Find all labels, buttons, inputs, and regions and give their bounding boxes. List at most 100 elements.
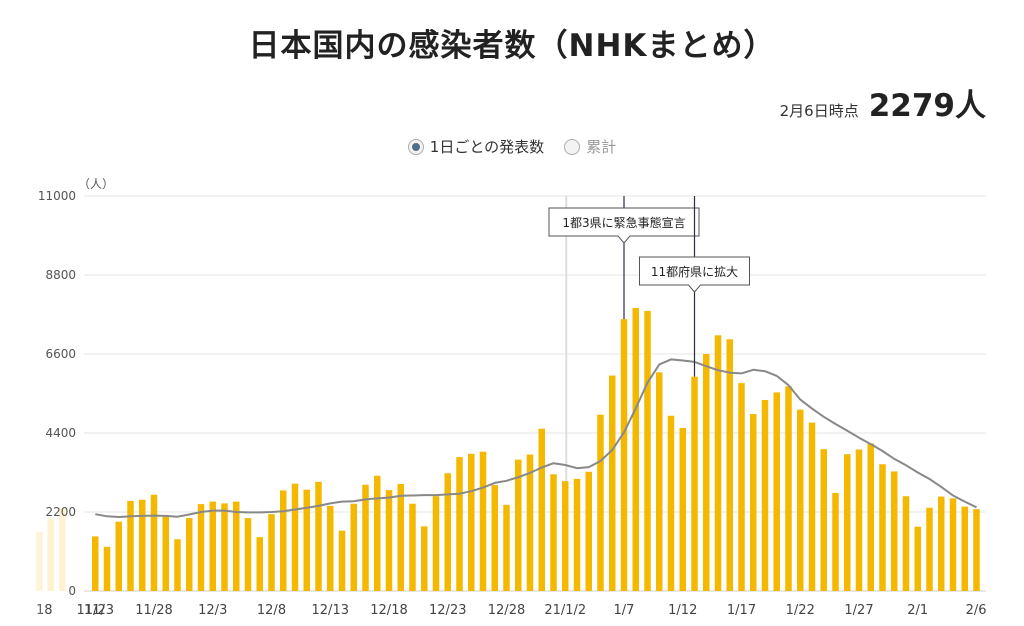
as-of-summary: 2月6日時点 2279人 (780, 80, 986, 125)
x-tick-label: 21/1/2 (544, 603, 586, 618)
bar (808, 422, 816, 591)
bar (832, 492, 839, 591)
radio-unselected-icon[interactable] (564, 138, 581, 155)
bar (667, 415, 675, 591)
bar (409, 503, 416, 591)
bar (820, 449, 827, 591)
bar (421, 526, 428, 591)
x-tick-label: 12/28 (488, 603, 525, 618)
bar (526, 454, 534, 591)
bar (350, 503, 357, 591)
left-fade-overlay (0, 176, 48, 616)
bar (914, 526, 921, 591)
bar (515, 459, 522, 591)
bar (103, 546, 111, 591)
x-tick-label: 1/7 (614, 603, 635, 618)
y-tick-label: 0 (68, 584, 76, 598)
cases-chart: 1811/11/2311/2812/312/812/1312/1812/2312… (0, 176, 987, 618)
bar (938, 496, 945, 591)
bar (550, 474, 557, 591)
bar (879, 464, 886, 591)
bar (362, 484, 369, 591)
bar (315, 481, 322, 591)
bar (773, 392, 780, 591)
y-tick-label: 6600 (45, 347, 76, 361)
annotation-box (548, 207, 700, 244)
bar (374, 475, 381, 591)
bar (491, 485, 498, 591)
daily-radio-option[interactable]: 1日ごとの発表数 (407, 136, 544, 157)
bar (174, 539, 181, 591)
bar (303, 489, 310, 591)
grid-lines (36, 195, 986, 592)
latest-count: 2279人 (868, 88, 986, 124)
y-tick-label: 11000 (38, 189, 76, 203)
bar (186, 518, 193, 591)
bar (479, 451, 487, 591)
bar (609, 375, 616, 591)
bar (268, 514, 275, 591)
bar (597, 414, 604, 591)
bar (949, 498, 957, 591)
bar (679, 427, 686, 591)
cumulative-radio-label: 累計 (586, 138, 617, 156)
bar-series (92, 308, 980, 591)
annotation-label: 1都3県に緊急事態宣言 (562, 215, 685, 230)
bar (926, 507, 933, 591)
bar (221, 503, 228, 591)
bar (726, 339, 733, 591)
x-tick-label: 12/3 (198, 603, 227, 618)
bar (867, 443, 874, 591)
annotations: 1都3県に緊急事態宣言 11都府県に拡大 (548, 196, 750, 377)
bar (338, 530, 346, 591)
bar (961, 506, 968, 591)
y-tick-label: 8800 (45, 268, 76, 282)
bar (385, 490, 393, 591)
bar (150, 494, 158, 591)
x-tick-label: 1/17 (727, 603, 756, 618)
view-toggle: 1日ごとの発表数 累計 (0, 136, 1024, 157)
bar (855, 449, 863, 591)
x-axis: 1811/11/2311/2812/312/812/1312/1812/2312… (0, 176, 987, 618)
bar (691, 376, 698, 591)
bar (197, 504, 205, 591)
x-tick-label: 2/1 (907, 603, 928, 618)
faded-bar (47, 518, 54, 591)
y-unit-label: （人） (78, 177, 114, 191)
moving-average-line (95, 358, 977, 518)
bar (797, 409, 804, 591)
bar (761, 399, 769, 591)
bar (432, 496, 440, 591)
bar (209, 501, 216, 591)
bar (644, 310, 651, 591)
bar (891, 471, 898, 591)
bar (127, 500, 134, 591)
x-tick-label: 11/28 (135, 603, 172, 618)
x-tick-label: 12/18 (370, 603, 407, 618)
bar (468, 453, 475, 591)
bar (902, 496, 910, 591)
y-axis: 0 2200 4400 6600 8800 11000（人） (38, 177, 114, 598)
bar (162, 516, 169, 591)
x-tick-label: 1/22 (786, 603, 815, 618)
faded-bar (59, 508, 66, 591)
as-of-date: 2月6日時点 (779, 102, 859, 120)
cumulative-radio-option[interactable]: 累計 (564, 136, 616, 157)
bar (620, 319, 628, 591)
bar (585, 471, 592, 591)
x-tick-label: 2/6 (966, 603, 987, 618)
bar (280, 490, 287, 591)
bar (92, 536, 99, 591)
y-tick-label: 2200 (45, 505, 76, 519)
radio-selected-icon[interactable] (407, 138, 424, 155)
bar (738, 383, 745, 591)
x-tick-label: 1/27 (844, 603, 873, 618)
bar (456, 457, 463, 591)
x-tick-label: 12/8 (257, 603, 286, 618)
bar (714, 335, 722, 591)
x-tick-label: 11/23 (77, 603, 114, 618)
x-tick-label-partial: 11/ (84, 603, 106, 618)
bar (562, 481, 569, 591)
bar (703, 354, 710, 591)
average-line-series (95, 358, 977, 518)
